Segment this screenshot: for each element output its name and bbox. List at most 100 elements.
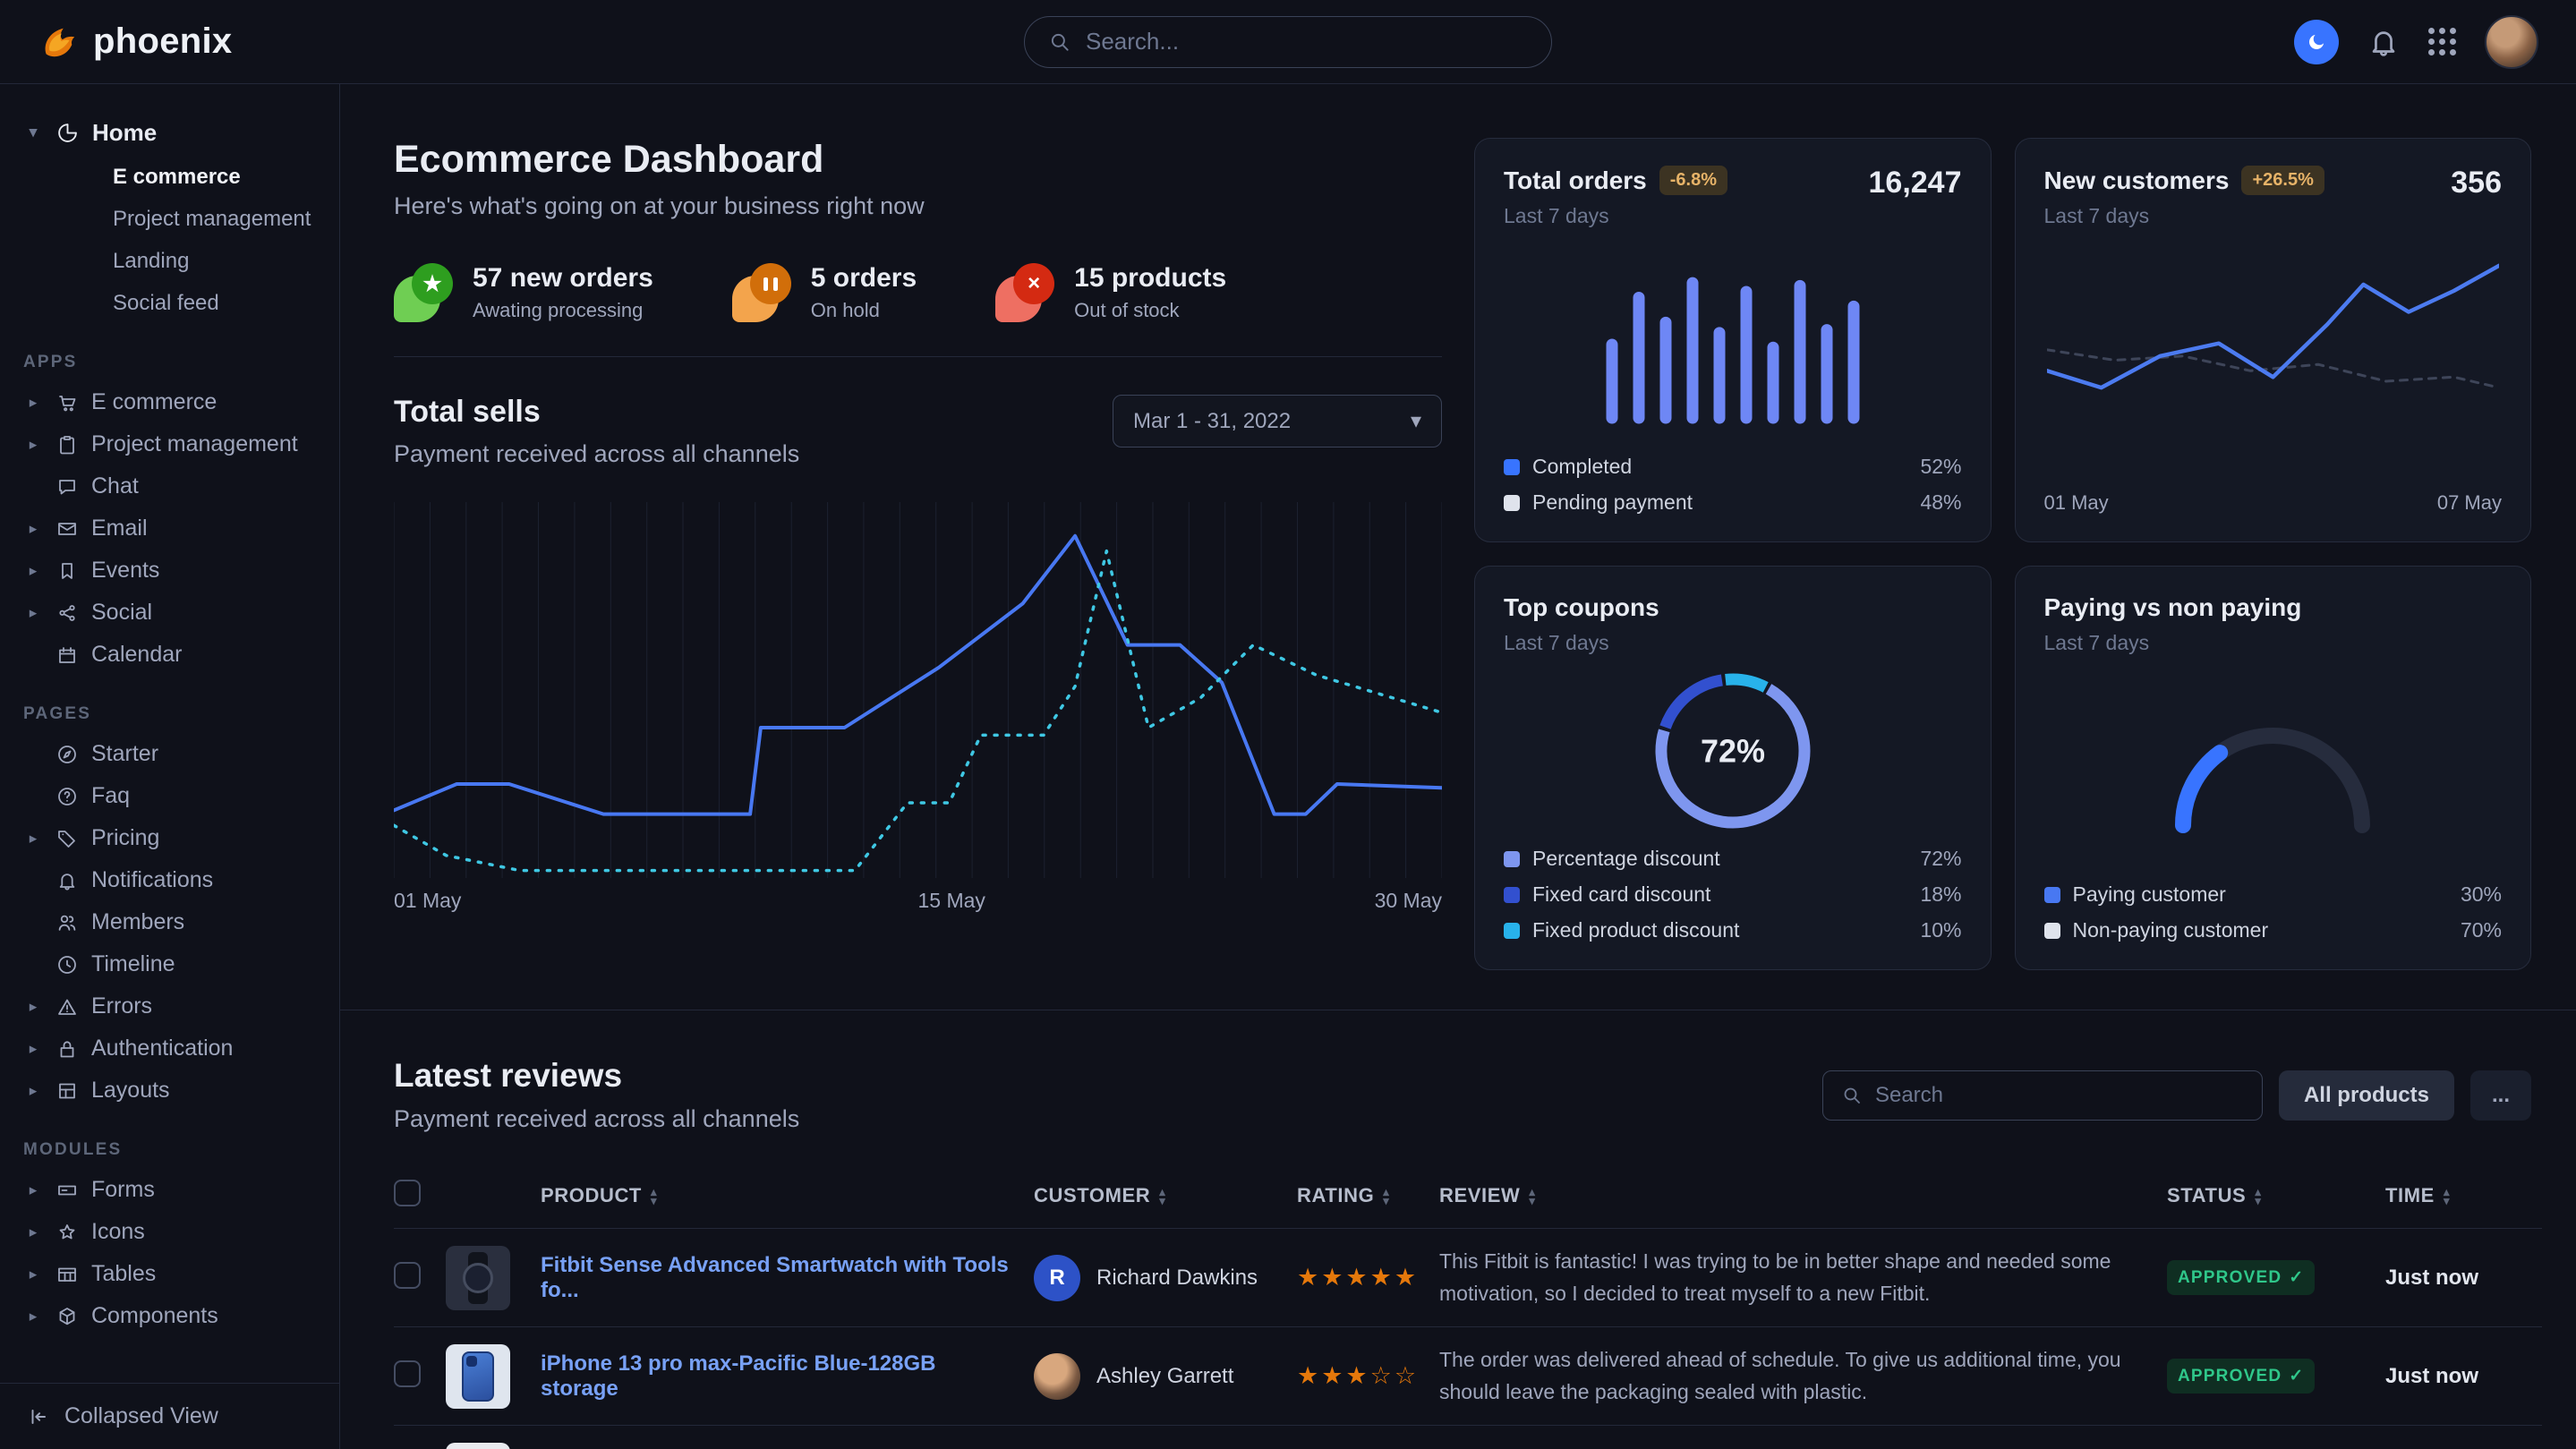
column-header-customer[interactable]: CUSTOMER ▴ ▾ bbox=[1034, 1184, 1166, 1208]
warning-icon bbox=[58, 999, 76, 1015]
legend-swatch bbox=[2043, 922, 2060, 939]
card-title: Top coupons bbox=[1504, 593, 1659, 621]
review-row: Fitbit Sense Advanced Smartwatch with To… bbox=[394, 1228, 2542, 1327]
global-search[interactable] bbox=[1024, 15, 1552, 68]
sidebar-item-notifications[interactable]: Notifications bbox=[23, 859, 316, 901]
sidebar: ▾ Home E commerce Project management Landi… bbox=[0, 84, 340, 1449]
sidebar-item-chat[interactable]: Chat bbox=[23, 465, 316, 507]
main-content: Ecommerce Dashboard Here's what's going … bbox=[340, 0, 2576, 1449]
sidebar-item-pricing[interactable]: ▸ Pricing bbox=[23, 817, 316, 859]
calendar-icon bbox=[59, 646, 75, 663]
column-header-time[interactable]: TIME ▴ ▾ bbox=[2385, 1184, 2451, 1208]
compass-icon bbox=[58, 745, 76, 763]
column-header-review[interactable]: REVIEW ▴ ▾ bbox=[1439, 1184, 1536, 1208]
stat-value: 15 products bbox=[1074, 263, 1227, 293]
row-checkbox[interactable] bbox=[394, 1262, 421, 1289]
card-total-orders: Total orders -6.8% Last 7 days 16,247 Co… bbox=[1474, 138, 1992, 542]
sidebar-item-project-management[interactable]: ▸ Project management bbox=[23, 423, 316, 465]
theme-toggle-button[interactable] bbox=[2294, 19, 2339, 64]
sidebar-item-e-commerce[interactable]: ▸ E commerce bbox=[23, 381, 316, 423]
sidebar-item-forms[interactable]: ▸ Forms bbox=[23, 1169, 316, 1211]
apps-menu-button[interactable] bbox=[2428, 28, 2456, 55]
legend-value: 70% bbox=[2460, 918, 2502, 942]
sort-icon: ▴ ▾ bbox=[2255, 1185, 2262, 1208]
date-range-select[interactable]: Mar 1 - 31, 2022 ▾ bbox=[1113, 395, 1442, 447]
product-link[interactable]: iPhone 13 pro max-Pacific Blue-128GB sto… bbox=[541, 1351, 936, 1401]
total-sells-subtitle: Payment received across all channels bbox=[394, 440, 800, 467]
chevron-right-icon: ▸ bbox=[29, 393, 38, 411]
top-navbar: phoenix bbox=[0, 0, 2576, 84]
status-badge: APPROVED ✓ bbox=[2167, 1359, 2316, 1394]
column-header-status[interactable]: STATUS ▴ ▾ bbox=[2167, 1184, 2262, 1208]
stat-awating-processing: ★ 57 new orders Awating processing bbox=[394, 263, 653, 322]
user-avatar[interactable] bbox=[2485, 14, 2538, 69]
layout-icon bbox=[59, 1083, 75, 1098]
sidebar-item-social[interactable]: ▸ Social bbox=[23, 592, 316, 634]
reviews-search[interactable] bbox=[1821, 1070, 2263, 1121]
sidebar-item-members[interactable]: Members bbox=[23, 901, 316, 943]
sidebar-item-events[interactable]: ▸ Events bbox=[23, 550, 316, 592]
legend-label: Percentage discount bbox=[1532, 847, 1720, 870]
sidebar-item-landing[interactable]: Landing bbox=[113, 248, 190, 273]
sidebar-item-timeline[interactable]: Timeline bbox=[23, 943, 316, 985]
sidebar-nav: ▾ Home E commerce Project management Landi… bbox=[0, 84, 339, 1383]
table-icon bbox=[58, 1267, 76, 1282]
sidebar-item-label: Home bbox=[92, 118, 158, 146]
latest-reviews-section: Latest reviews Payment received across a… bbox=[340, 1010, 2576, 1449]
card-title: Total orders bbox=[1504, 166, 1647, 194]
sidebar-item-label: Notifications bbox=[91, 867, 214, 892]
column-header-product[interactable]: PRODUCT ▴ ▾ bbox=[541, 1184, 658, 1208]
sidebar-item-layouts[interactable]: ▸ Layouts bbox=[23, 1070, 316, 1112]
card-period: Last 7 days bbox=[2043, 631, 2150, 654]
sidebar-item-authentication[interactable]: ▸ Authentication bbox=[23, 1027, 316, 1070]
global-search-input[interactable] bbox=[1086, 28, 1528, 55]
collapse-view-icon bbox=[27, 1405, 50, 1428]
sidebar-item-calendar[interactable]: Calendar bbox=[23, 634, 316, 676]
sidebar-item-starter[interactable]: Starter bbox=[23, 733, 316, 775]
sidebar-item-label: Tables bbox=[91, 1261, 157, 1286]
navbar-actions bbox=[2294, 14, 2538, 69]
product-link[interactable]: Fitbit Sense Advanced Smartwatch with To… bbox=[541, 1252, 1009, 1302]
column-header-rating[interactable]: RATING ▴ ▾ bbox=[1297, 1184, 1390, 1208]
chevron-right-icon: ▸ bbox=[29, 997, 38, 1015]
legend-item: Completed 52% bbox=[1504, 455, 1962, 479]
legend-label: Completed bbox=[1532, 455, 1633, 478]
sidebar-item-project-management[interactable]: Project management bbox=[113, 206, 311, 231]
sidebar-item-faq[interactable]: Faq bbox=[23, 775, 316, 817]
sidebar-section-label: MODULES bbox=[23, 1140, 123, 1159]
sidebar-item-components[interactable]: ▸ Components bbox=[23, 1295, 316, 1337]
legend-label: Paying customer bbox=[2072, 882, 2226, 906]
thumb-column-spacer bbox=[446, 1163, 541, 1229]
customer-name: Richard Dawkins bbox=[1096, 1265, 1258, 1290]
sidebar-item-home[interactable]: ▾ Home bbox=[23, 109, 316, 156]
review-time: Just now bbox=[2385, 1265, 2479, 1290]
row-checkbox[interactable] bbox=[394, 1360, 421, 1387]
reviews-title: Latest reviews bbox=[394, 1057, 623, 1094]
all-products-button[interactable]: All products bbox=[2278, 1070, 2454, 1121]
chat-icon bbox=[59, 479, 75, 494]
select-all-checkbox[interactable] bbox=[394, 1180, 421, 1206]
sidebar-item-tables[interactable]: ▸ Tables bbox=[23, 1253, 316, 1295]
brand[interactable]: phoenix bbox=[38, 21, 232, 63]
stat-value: 57 new orders bbox=[473, 263, 653, 293]
tag-icon bbox=[58, 830, 75, 848]
sidebar-item-errors[interactable]: ▸ Errors bbox=[23, 985, 316, 1027]
bell-icon bbox=[2372, 30, 2395, 56]
sidebar-item-email[interactable]: ▸ Email bbox=[23, 507, 316, 550]
sidebar-item-label: Calendar bbox=[91, 642, 183, 667]
more-options-button[interactable]: ... bbox=[2469, 1070, 2531, 1121]
sort-icon: ▴ ▾ bbox=[2443, 1185, 2451, 1208]
sidebar-item-e-commerce[interactable]: E commerce bbox=[113, 164, 241, 189]
sidebar-item-icons[interactable]: ▸ Icons bbox=[23, 1211, 316, 1253]
sidebar-item-label: Errors bbox=[91, 993, 153, 1019]
sort-icon: ▴ ▾ bbox=[1529, 1185, 1536, 1208]
collapse-view-button[interactable]: Collapsed View bbox=[0, 1383, 339, 1449]
total-sells-title: Total sells bbox=[394, 395, 541, 429]
bookmark-icon bbox=[62, 562, 73, 579]
reviews-search-input[interactable] bbox=[1874, 1082, 2244, 1108]
notifications-button[interactable] bbox=[2367, 26, 2400, 58]
svg-text:72%: 72% bbox=[1701, 733, 1765, 770]
search-icon bbox=[1051, 33, 1069, 51]
chevron-right-icon: ▸ bbox=[29, 603, 38, 621]
sidebar-item-social-feed[interactable]: Social feed bbox=[113, 290, 219, 315]
